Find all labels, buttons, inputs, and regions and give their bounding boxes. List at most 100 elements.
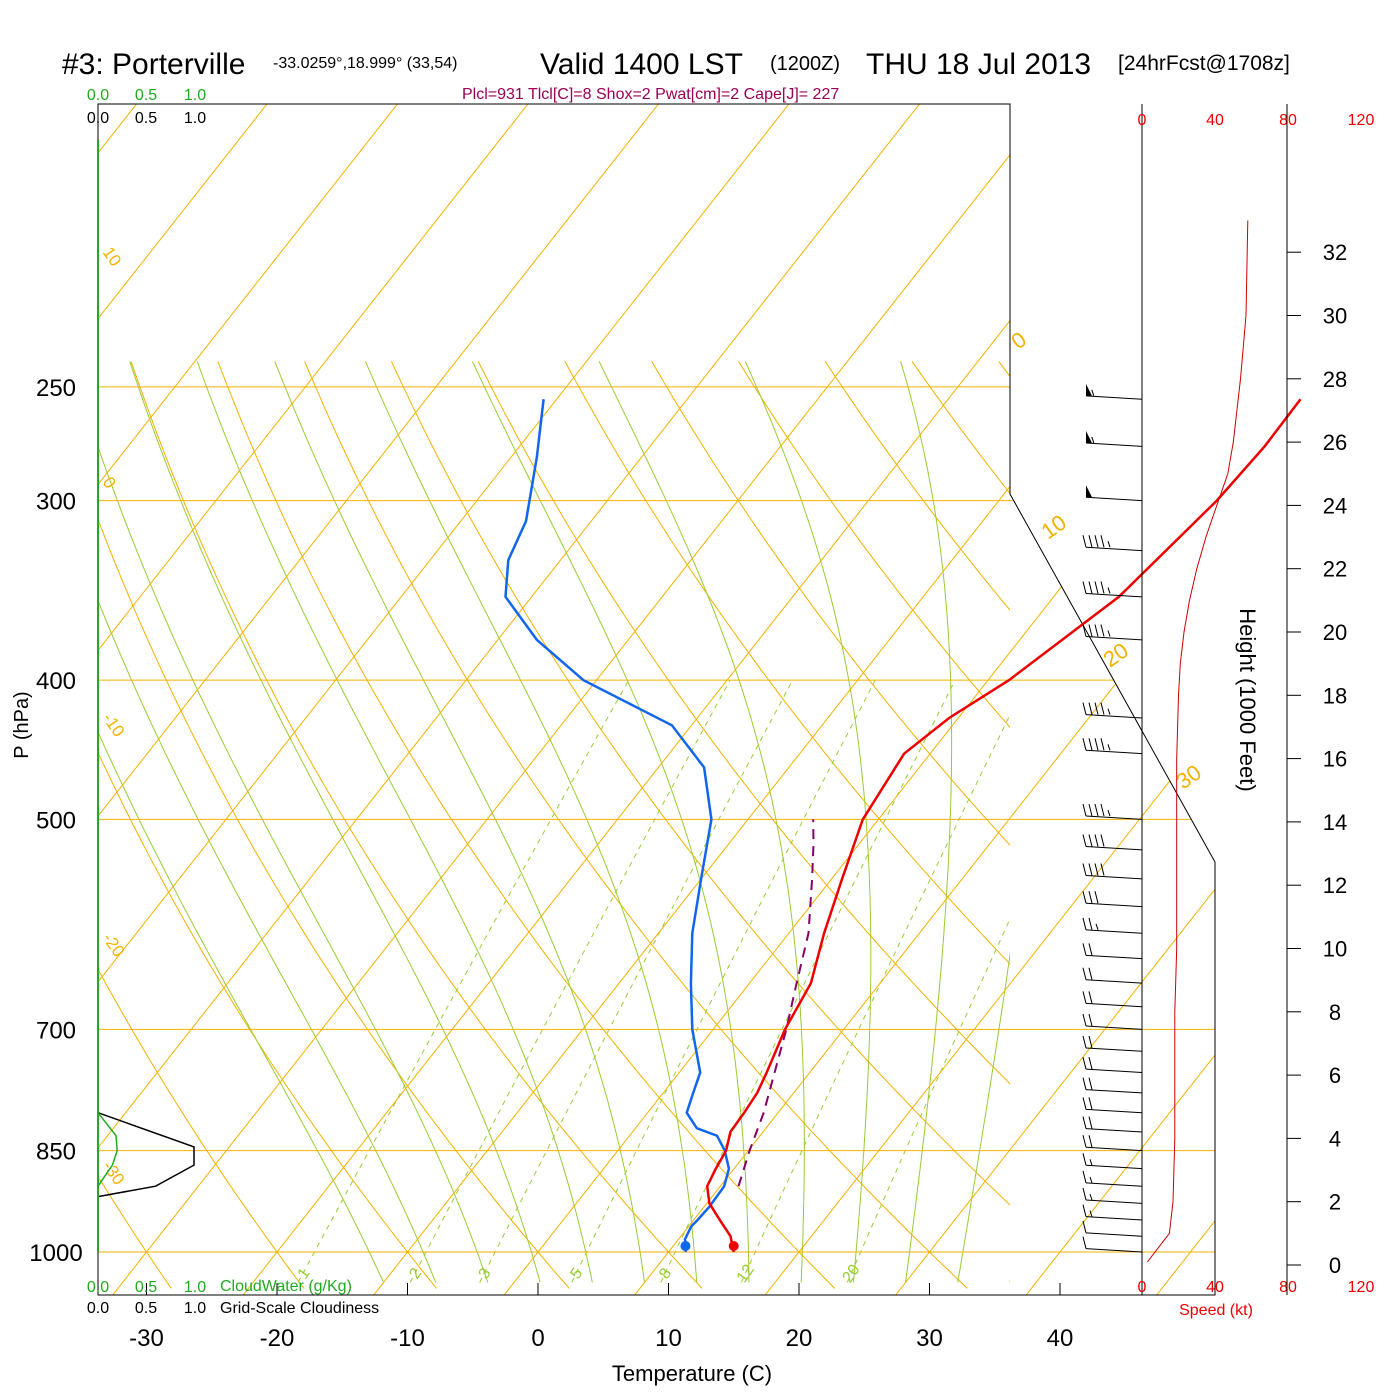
wind-barb: [1082, 738, 1143, 755]
barb-feather: [1082, 581, 1087, 594]
height-tick-label: 10: [1323, 937, 1347, 962]
mixing-ratio-label: 12: [734, 1262, 758, 1286]
cloudiness-label: Grid-Scale Cloudiness: [220, 1300, 379, 1317]
dry-adiabat: [1172, 361, 1400, 1288]
dry-adiabat: [98, 518, 570, 1289]
barb-feather: [1082, 891, 1087, 904]
wind-barb: [1082, 1204, 1143, 1221]
barb-feather: [1082, 1220, 1087, 1233]
barb-feather: [1100, 738, 1105, 751]
barb-feather: [1082, 1056, 1087, 1070]
height-tick-label: 12: [1323, 873, 1347, 898]
speed-tick-label-bottom: 120: [1348, 1279, 1375, 1296]
barb-half-feather: [1107, 630, 1111, 637]
moist-adiabat: [98, 730, 384, 1283]
height-tick-label: 20: [1323, 620, 1347, 645]
barb-feather: [1082, 863, 1087, 876]
barb-feather: [1088, 535, 1093, 548]
barb-shaft: [1085, 1002, 1143, 1008]
barb-half-feather: [1089, 1210, 1093, 1217]
barb-feather: [1100, 702, 1105, 715]
barb-feather: [1082, 943, 1087, 956]
isotherm-line: [895, 104, 1215, 1295]
barb-shaft: [1085, 1128, 1143, 1133]
barb-flag: [1086, 430, 1092, 443]
barb-shaft: [1085, 1248, 1143, 1253]
dry-adiabat: [738, 361, 1010, 729]
dry-adiabat: [0, 361, 39, 1288]
wind-barb: [1082, 1187, 1143, 1204]
cloudiness-tick-top: 0.0: [87, 110, 109, 127]
speed-tick-label-top: 120: [1348, 112, 1375, 129]
barb-shaft: [1085, 592, 1143, 598]
barb-feather: [1082, 1013, 1087, 1027]
moist-adiabat: [1009, 1279, 1010, 1283]
barb-feather: [1100, 803, 1105, 817]
moist-adiabat: [98, 599, 437, 1283]
surface-dewpoint-dot: [680, 1241, 691, 1251]
barb-half-feather: [1091, 389, 1095, 396]
wind-barb: [1082, 834, 1143, 851]
moist-adiabat: [744, 361, 872, 1283]
wind-barb: [1082, 624, 1143, 641]
barb-feather: [1082, 1097, 1087, 1110]
barb-feather: [1100, 863, 1105, 876]
cloudwater-tick-top: 0.5: [135, 87, 157, 104]
wind-barb: [1082, 581, 1143, 598]
wind-barb: [1082, 1220, 1143, 1237]
barb-feather: [1088, 891, 1093, 904]
parcel-curve: [737, 819, 815, 1187]
barb-flag: [1086, 383, 1092, 396]
wind-barb: [1082, 1170, 1143, 1187]
cloudiness-tick-bottom: 1.0: [184, 1300, 206, 1317]
barb-half-feather: [1107, 587, 1111, 594]
barb-feather: [1082, 1077, 1087, 1090]
speed-tick-label-bottom: 0: [1138, 1279, 1147, 1296]
barb-shaft: [1085, 1089, 1143, 1094]
x-axis-label: Temperature (C): [612, 1361, 772, 1386]
temp-tick-label: -10: [390, 1325, 425, 1352]
height-tick-label: 22: [1323, 557, 1347, 582]
mixing-ratio-label: 20: [839, 1262, 863, 1286]
indices-text: Plcl=931 Tlcl[C]=8 Shox=2 Pwat[cm]=2 Cap…: [462, 86, 839, 103]
height-tick-label: 24: [1323, 493, 1347, 518]
pressure-tick-label: 500: [36, 807, 76, 834]
barb-feather: [1100, 834, 1105, 847]
isotherm-line: [98, 104, 268, 1295]
height-tick-label: 30: [1323, 304, 1347, 329]
barb-feather: [1082, 624, 1087, 637]
wind-barb: [1085, 485, 1143, 502]
mixing-ratio-line: [660, 679, 956, 1283]
pressure-tick-label: 300: [36, 489, 76, 516]
barb-feather: [1088, 1077, 1093, 1090]
dry-adiabat: [304, 361, 968, 1289]
wind-barb: [1082, 1153, 1143, 1170]
barb-shaft: [1085, 846, 1143, 851]
speed-axis-label: Speed (kt): [1179, 1302, 1253, 1319]
moist-adiabat: [129, 361, 541, 1283]
mixing-ratio-line: [479, 679, 794, 1283]
barb-shaft: [1085, 1068, 1143, 1073]
isotherm-line: [98, 104, 659, 1295]
barb-shaft: [1085, 714, 1143, 719]
barb-feather: [1100, 581, 1105, 594]
cloudwater-curve: [97, 1112, 118, 1187]
barb-shaft: [1085, 442, 1143, 447]
wind-barb: [1082, 917, 1143, 934]
wind-barb: [1082, 803, 1143, 820]
dry-adiabat: [217, 361, 836, 1289]
speed-tick-label-top: 80: [1279, 112, 1297, 129]
mixing-ratio-label: 3: [476, 1265, 495, 1282]
isotherm-line: [503, 104, 1215, 1295]
barb-feather: [1088, 863, 1093, 876]
wind-barb: [1082, 891, 1143, 908]
barb-feather: [1100, 535, 1105, 548]
barb-shaft: [1085, 815, 1143, 820]
isotherm-line: [98, 104, 529, 1295]
barb-feather: [1088, 1013, 1093, 1027]
barb-feather: [1088, 917, 1093, 930]
isotherm-line: [98, 104, 790, 1295]
isotherm-line: [242, 104, 1181, 1295]
